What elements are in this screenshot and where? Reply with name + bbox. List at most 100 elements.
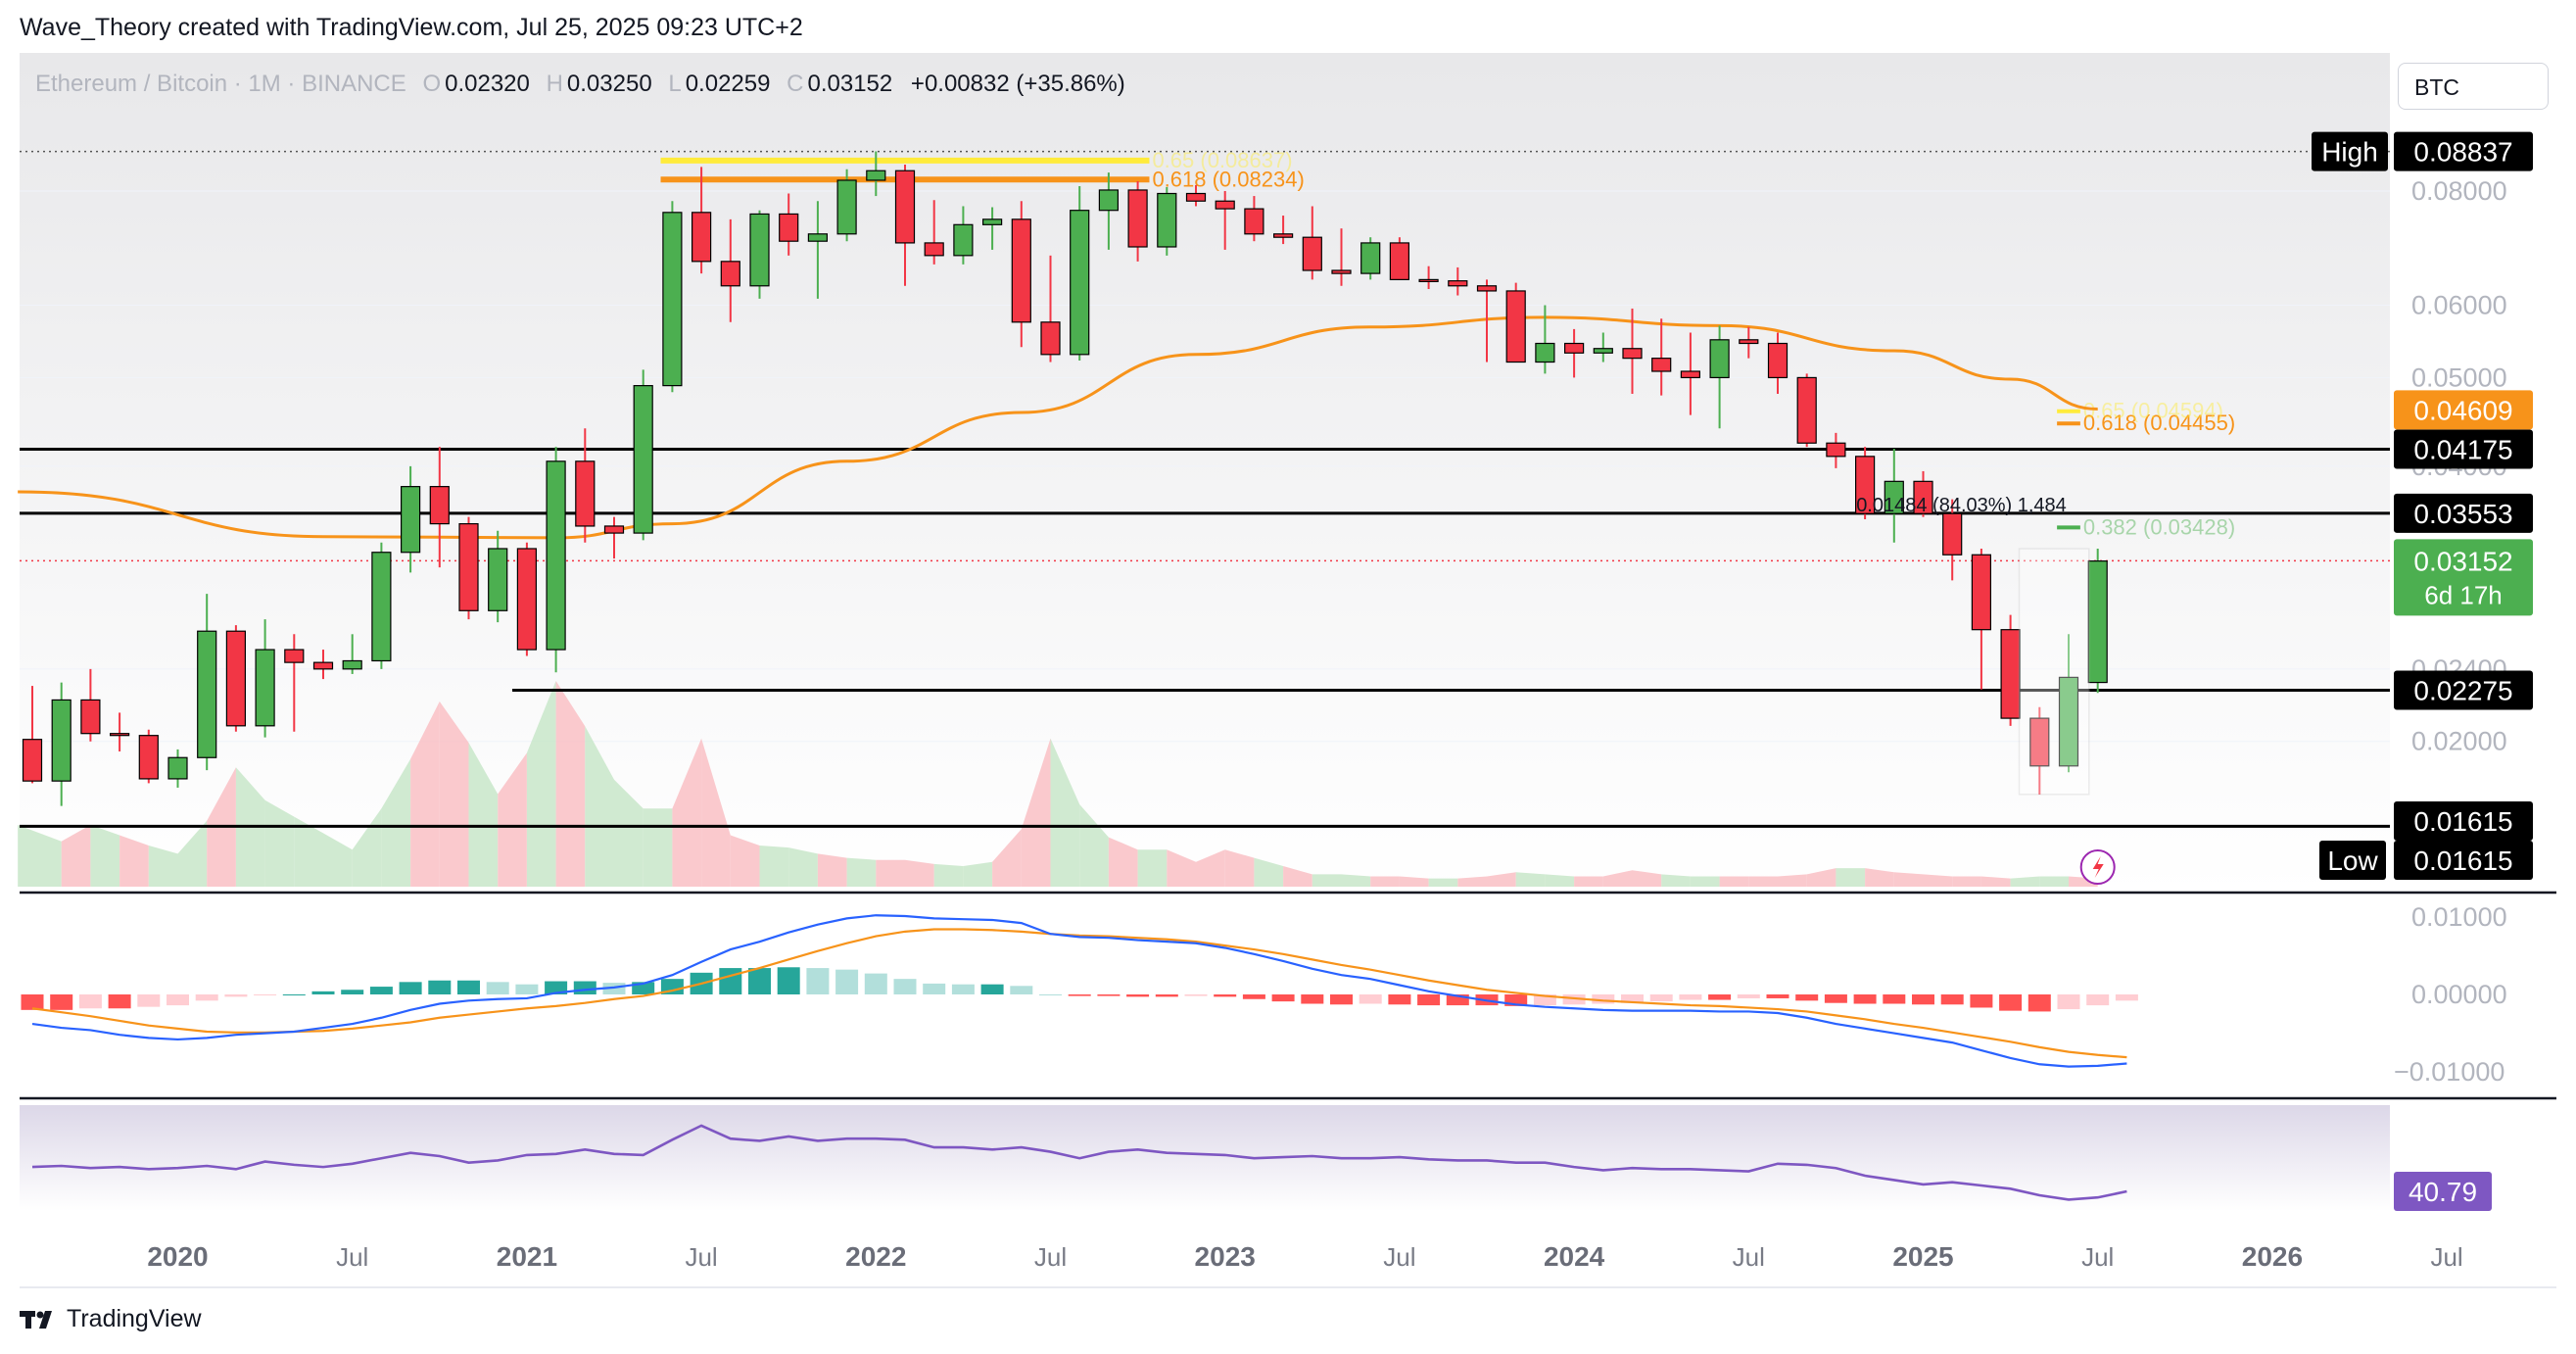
volume-area-2022-06 [992,829,1022,887]
volume-area-2023-02 [1224,849,1255,887]
macd-hist-bar-54 [1592,994,1615,1004]
bar-countdown: 6d 17h [2424,580,2503,609]
candle-2024-12 [1884,480,1904,514]
macd-hist-bar-25 [748,968,771,994]
macd-hist-bar-1 [50,994,73,1010]
macd-hist-bar-19 [573,981,596,994]
tradingview-brand[interactable]: TradingView [20,1305,202,1333]
macd-hist-bar-9 [282,994,306,995]
legend-high-label: H [546,71,563,97]
volume-area-2022-03 [905,859,934,887]
candle-2019-11 [109,733,130,737]
macd-pane [21,914,2138,1068]
candle-2020-01 [167,756,188,780]
volume-area-2020-10 [410,701,440,887]
flash-bolt-icon [2092,856,2104,878]
macd-hist-bar-53 [1562,994,1586,1005]
macd-hist-bar-66 [1940,994,1964,1005]
macd-hist-bar-58 [1708,994,1732,1000]
volume-area-2023-10 [1457,876,1487,887]
price-tick-0.05000: 0.05000 [2411,363,2507,392]
volume-area-2024-11 [1836,868,1866,887]
candle-2023-04 [1302,236,1322,271]
low-price-label-bg [2394,841,2533,880]
volume-area-2024-07 [1719,876,1749,887]
currency-selector[interactable]: BTC [2398,63,2549,110]
candle-2021-05 [633,385,653,534]
volume-area-2022-07 [1021,738,1051,887]
macd-hist-bar-71 [2086,994,2110,1006]
candle-2025-03 [1971,554,1992,631]
ema-price-label-bg [2394,390,2533,430]
candle-2024-04 [1651,358,1672,372]
volume-area-2021-05 [614,779,644,887]
candle-2024-03 [1622,348,1643,360]
last-price-label: 0.03152 [2413,546,2512,576]
ema-line [18,315,2098,540]
candle-2022-07 [1040,321,1061,356]
time-tick-2024-01: 2024 [1544,1241,1605,1272]
candle-2022-08 [1070,210,1090,356]
volume-area-2020-07 [323,833,353,887]
time-tick-2020-01: 2020 [147,1241,208,1272]
volume-area-2021-02 [526,681,556,887]
candle-2020-02 [197,630,217,758]
macd-hist-bar-43 [1271,994,1295,1002]
macd-hist-bar-49 [1446,994,1469,1006]
candle-2024-06 [1709,339,1730,379]
macd-hist-bar-5 [167,994,189,1006]
volume-area-2022-10 [1108,837,1138,887]
macd-hist-bar-26 [777,967,800,994]
volume-area-2023-08 [1399,876,1429,887]
candle-2023-03 [1272,233,1294,238]
volume-area-2024-08 [1748,876,1778,887]
macd-hist-bar-60 [1766,994,1789,998]
legend-symbol: Ethereum / Bitcoin · 1M · BINANCE [35,71,406,97]
legend-change: +0.00832 (+35.86%) [910,71,1125,97]
chart-credit: Wave_Theory created with TradingView.com… [20,14,803,41]
macd-hist-bar-18 [545,981,568,994]
candle-2024-09 [1796,376,1817,444]
candle-2021-02 [546,460,566,651]
macd-hist-bar-24 [719,968,742,994]
macd-hist-bar-44 [1301,994,1324,1004]
candle-2024-10 [1826,442,1846,458]
macd-hist-bar-40 [1184,994,1208,996]
macd-hist-bar-45 [1330,994,1353,1005]
volume-area-2020-06 [294,816,323,887]
macd-hist-bar-52 [1533,994,1556,1006]
volume-area-2023-05 [1312,874,1342,887]
legend-low: 0.02259 [685,71,771,97]
volume-area-2023-07 [1370,876,1400,887]
macd-hist-bar-51 [1504,994,1528,1006]
time-tick-2021-01: 2021 [497,1241,557,1272]
macd-hist-bar-68 [1999,994,2023,1011]
macd-hist-bar-2 [78,994,102,1009]
candle-2019-09 [51,699,72,782]
volume-area-2023-11 [1487,872,1516,887]
volume-area-2021-11 [788,847,818,887]
candle-2023-09 [1448,280,1468,287]
candle-2021-11 [807,233,829,242]
macd-line [31,914,2127,1068]
volume-area-2023-01 [1196,849,1225,887]
candle-2021-12 [836,179,857,235]
volume-histogram [18,681,2098,887]
level-label-0.03553-bg [2394,493,2533,533]
price-axis: 0.080000.060000.050000.040000.024000.020… [2312,131,2533,1212]
level-label-0.02275: 0.02275 [2413,676,2512,706]
candle-2020-05 [284,649,305,663]
volume-area-2020-09 [381,758,411,887]
time-tick-2022-07: Jul [1034,1242,1067,1272]
candle-2021-10 [779,213,799,242]
time-tick-2021-07: Jul [685,1242,717,1272]
legend-high: 0.03250 [566,71,652,97]
price-candles [22,151,2108,806]
time-tick-2022-01: 2022 [845,1241,906,1272]
macd-hist-bar-48 [1417,994,1441,1006]
candle-2022-06 [1011,218,1031,323]
candle-2022-02 [894,169,916,244]
time-axis: 2020 Jul 2021 Jul 2022 Jul 2023 Jul 2024 Jul 2025 J… [147,1241,2462,1272]
volume-area-2019-09 [18,825,62,887]
